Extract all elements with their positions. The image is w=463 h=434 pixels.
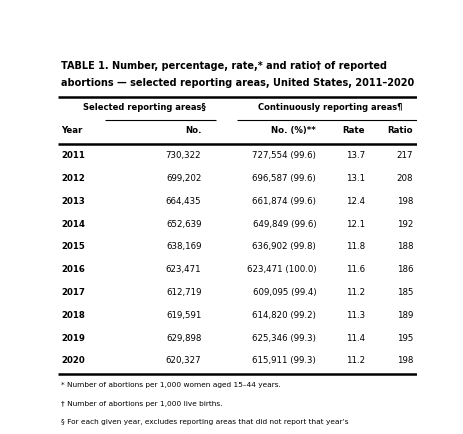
Text: 2014: 2014 <box>62 219 86 228</box>
Text: 699,202: 699,202 <box>166 174 201 183</box>
Text: § For each given year, excludes reporting areas that did not report that year’s: § For each given year, excludes reportin… <box>62 418 349 424</box>
Text: 11.3: 11.3 <box>345 310 365 319</box>
Text: 2011: 2011 <box>62 151 85 160</box>
Text: 649,849 (99.6): 649,849 (99.6) <box>253 219 316 228</box>
Text: 629,898: 629,898 <box>166 333 201 342</box>
Text: 2017: 2017 <box>62 287 86 296</box>
Text: 12.4: 12.4 <box>345 197 365 205</box>
Text: 198: 198 <box>397 197 413 205</box>
Text: No. (%)**: No. (%)** <box>271 125 316 135</box>
Text: 609,095 (99.4): 609,095 (99.4) <box>253 287 316 296</box>
Text: 189: 189 <box>397 310 413 319</box>
Text: 620,327: 620,327 <box>166 355 201 365</box>
Text: 192: 192 <box>397 219 413 228</box>
Text: 11.2: 11.2 <box>345 355 365 365</box>
Text: 623,471 (100.0): 623,471 (100.0) <box>247 265 316 273</box>
Text: 2015: 2015 <box>62 242 85 251</box>
Text: Ratio: Ratio <box>388 125 413 135</box>
Text: 612,719: 612,719 <box>166 287 201 296</box>
Text: 696,587 (99.6): 696,587 (99.6) <box>252 174 316 183</box>
Text: Year: Year <box>62 125 83 135</box>
Text: 198: 198 <box>397 355 413 365</box>
Text: 186: 186 <box>397 265 413 273</box>
Text: † Number of abortions per 1,000 live births.: † Number of abortions per 1,000 live bir… <box>62 400 223 406</box>
Text: 11.8: 11.8 <box>345 242 365 251</box>
Text: TABLE 1. Number, percentage, rate,* and ratio† of reported: TABLE 1. Number, percentage, rate,* and … <box>62 60 388 70</box>
Text: Continuously reporting areas¶: Continuously reporting areas¶ <box>258 103 403 112</box>
Text: 185: 185 <box>397 287 413 296</box>
Text: 188: 188 <box>397 242 413 251</box>
Text: 217: 217 <box>397 151 413 160</box>
Text: 727,554 (99.6): 727,554 (99.6) <box>252 151 316 160</box>
Text: Selected reporting areas§: Selected reporting areas§ <box>82 103 206 112</box>
Text: 619,591: 619,591 <box>166 310 201 319</box>
Text: 11.2: 11.2 <box>345 287 365 296</box>
Text: abortions — selected reporting areas, United States, 2011–2020: abortions — selected reporting areas, Un… <box>62 78 415 88</box>
Text: 664,435: 664,435 <box>166 197 201 205</box>
Text: 2018: 2018 <box>62 310 85 319</box>
Text: No.: No. <box>185 125 201 135</box>
Text: * Number of abortions per 1,000 women aged 15–44 years.: * Number of abortions per 1,000 women ag… <box>62 381 282 388</box>
Text: 615,911 (99.3): 615,911 (99.3) <box>252 355 316 365</box>
Text: 13.7: 13.7 <box>345 151 365 160</box>
Text: 2019: 2019 <box>62 333 85 342</box>
Text: 2020: 2020 <box>62 355 85 365</box>
Text: 2012: 2012 <box>62 174 85 183</box>
Text: 661,874 (99.6): 661,874 (99.6) <box>252 197 316 205</box>
Text: 638,169: 638,169 <box>166 242 201 251</box>
Text: 208: 208 <box>397 174 413 183</box>
Text: 730,322: 730,322 <box>166 151 201 160</box>
Text: 625,346 (99.3): 625,346 (99.3) <box>252 333 316 342</box>
Text: 652,639: 652,639 <box>166 219 201 228</box>
Text: Rate: Rate <box>342 125 365 135</box>
Text: 11.4: 11.4 <box>345 333 365 342</box>
Text: 614,820 (99.2): 614,820 (99.2) <box>252 310 316 319</box>
Text: 195: 195 <box>397 333 413 342</box>
Text: 2016: 2016 <box>62 265 85 273</box>
Text: 12.1: 12.1 <box>345 219 365 228</box>
Text: 13.1: 13.1 <box>345 174 365 183</box>
Text: 2013: 2013 <box>62 197 85 205</box>
Text: 636,902 (99.8): 636,902 (99.8) <box>252 242 316 251</box>
Text: 11.6: 11.6 <box>345 265 365 273</box>
Text: 623,471: 623,471 <box>166 265 201 273</box>
